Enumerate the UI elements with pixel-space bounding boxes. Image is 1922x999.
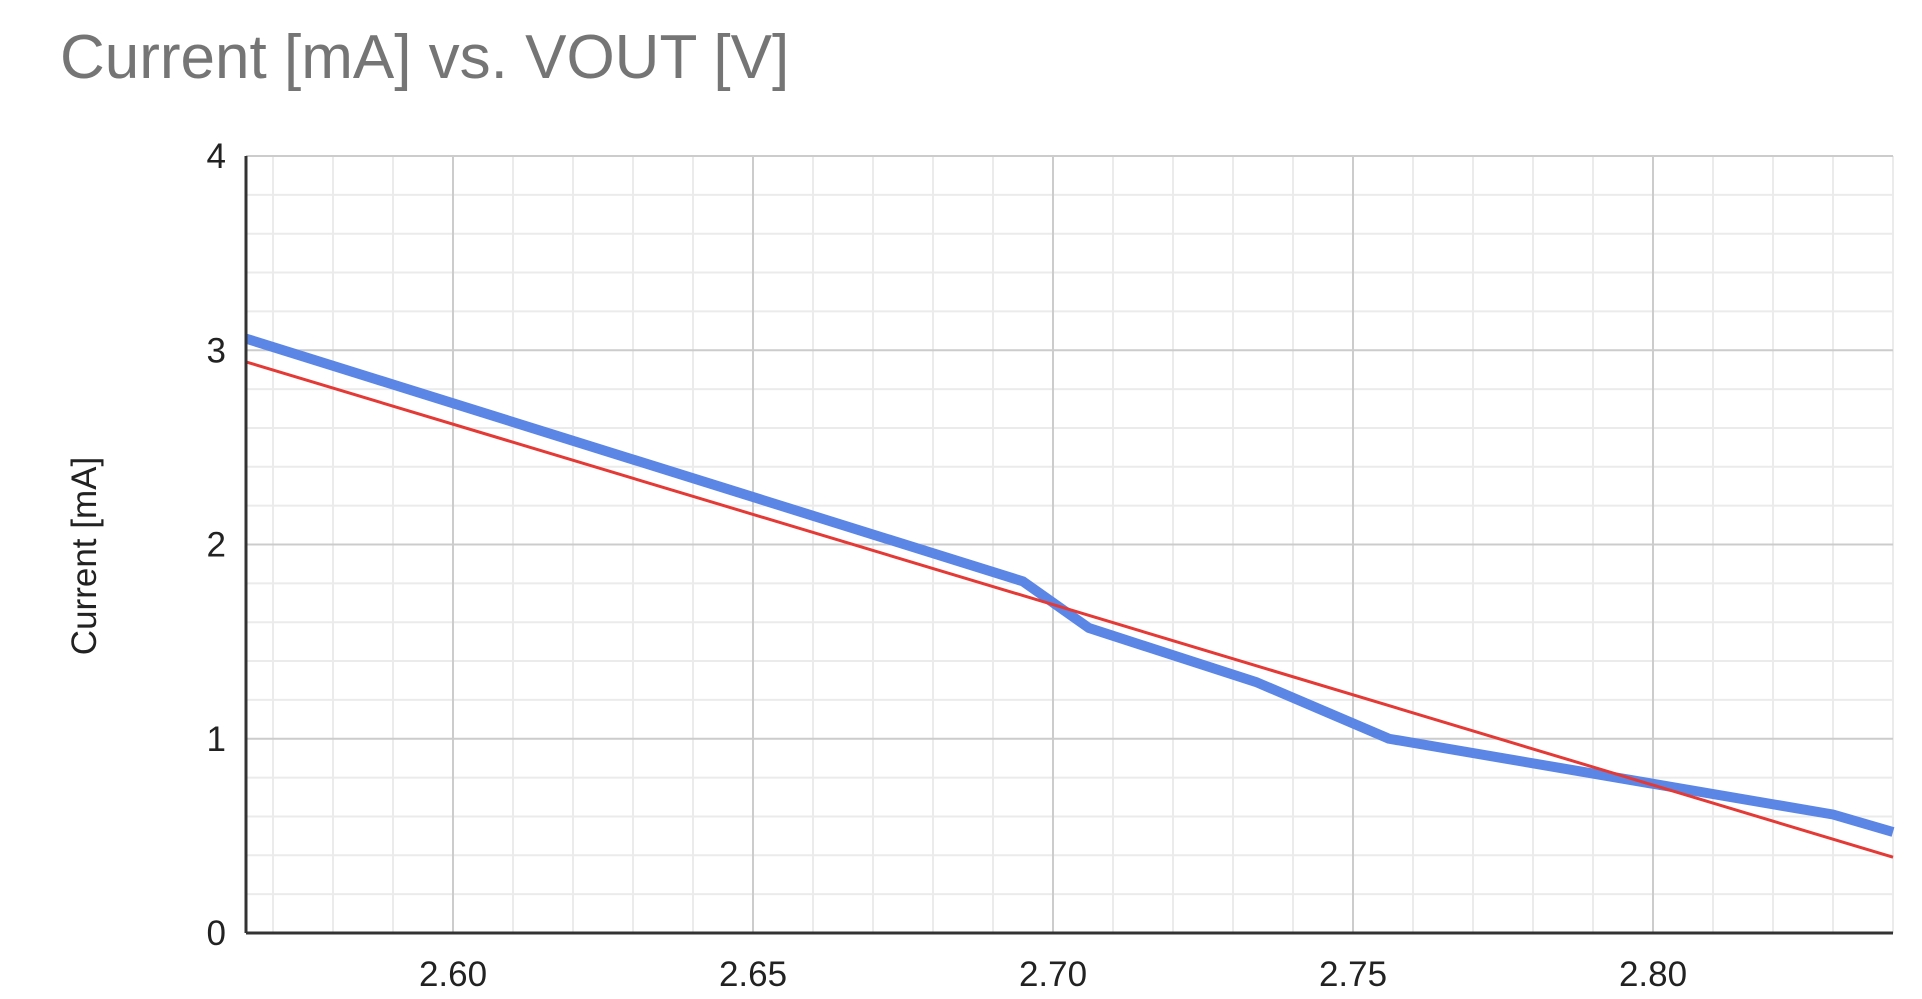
tick-labels: 2.60 2.65 2.70 2.75 2.80 0 1 2 3 4 — [207, 137, 1688, 994]
axes — [244, 156, 1893, 935]
trendline — [245, 360, 1894, 859]
y-tick-label: 1 — [207, 720, 226, 759]
y-axis-title: Current [mA] — [65, 457, 104, 655]
series-layer — [244, 333, 1895, 859]
major-grid — [246, 155, 1893, 933]
y-tick-label: 0 — [207, 914, 226, 953]
x-tick-label: 2.60 — [419, 955, 487, 994]
y-tick-label: 4 — [207, 137, 226, 176]
series-line — [244, 333, 1895, 837]
x-tick-label: 2.70 — [1019, 955, 1087, 994]
x-tick-label: 2.80 — [1619, 955, 1687, 994]
y-tick-label: 2 — [207, 526, 226, 565]
x-tick-label: 2.75 — [1319, 955, 1387, 994]
y-tick-label: 3 — [207, 331, 226, 370]
x-tick-label: 2.65 — [719, 955, 787, 994]
chart-title: Current [mA] vs. VOUT [V] — [60, 23, 789, 92]
